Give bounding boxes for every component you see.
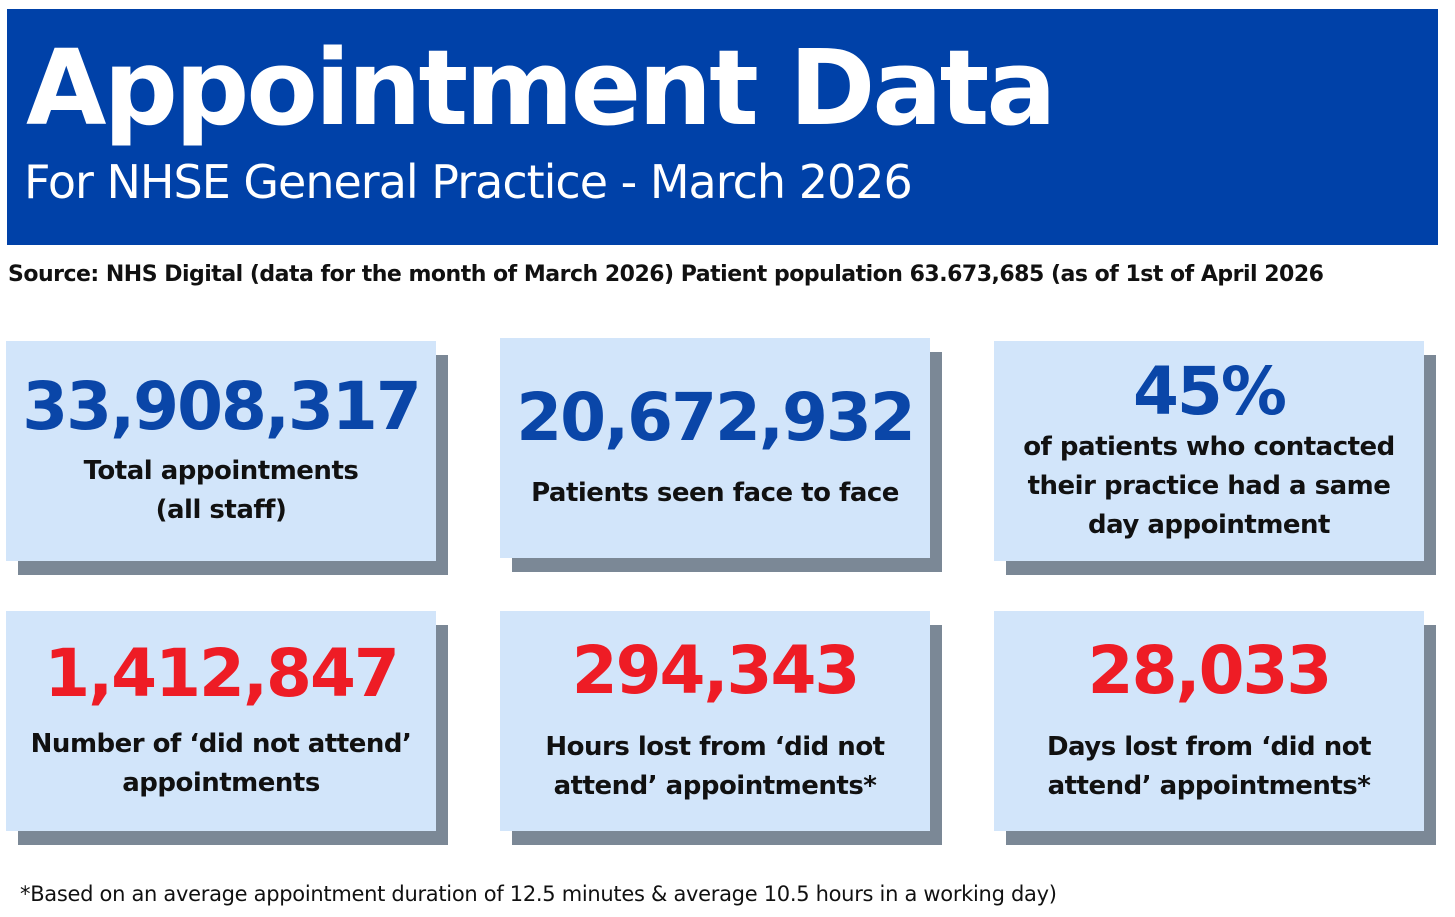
stat-value: 45%	[1133, 352, 1287, 430]
stat-label-line: appointments	[122, 767, 320, 798]
page-subtitle: For NHSE General Practice - March 2026	[24, 155, 913, 209]
stat-label: Number of ‘did not attend’ appointments	[31, 725, 412, 803]
stat-label-line: their practice had a same	[1027, 471, 1391, 502]
header-banner: Appointment Data For NHSE General Practi…	[7, 9, 1438, 245]
stat-label-line: day appointment	[1087, 510, 1331, 541]
stat-value: 33,908,317	[22, 368, 422, 446]
stat-label-line: Hours lost from ‘did not	[545, 731, 885, 762]
card-panel: 20,672,932 Patients seen face to face	[500, 338, 930, 558]
stat-label: Days lost from ‘did not attend’ appointm…	[1046, 728, 1372, 806]
page-title: Appointment Data	[26, 27, 1056, 149]
stat-label-line: Number of ‘did not attend’	[30, 728, 412, 759]
stat-card-face-to-face: 20,672,932 Patients seen face to face	[500, 338, 942, 572]
stat-label: Patients seen face to face	[531, 474, 899, 513]
stat-label-line: Patients seen face to face	[531, 478, 899, 509]
stat-value: 28,033	[1087, 632, 1333, 710]
card-panel: 294,343 Hours lost from ‘did not attend’…	[500, 611, 930, 831]
footnote: *Based on an average appointment duratio…	[20, 882, 1057, 906]
stat-card-same-day: 45% of patients who contacted their prac…	[994, 341, 1436, 575]
stat-card-dna-count: 1,412,847 Number of ‘did not attend’ app…	[6, 611, 448, 845]
stat-label-line: of patients who contacted	[1023, 432, 1395, 463]
stat-label-line: attend’ appointments*	[1047, 770, 1371, 801]
card-panel: 1,412,847 Number of ‘did not attend’ app…	[6, 611, 436, 831]
stat-value: 20,672,932	[516, 378, 916, 456]
stat-label: Hours lost from ‘did not attend’ appoint…	[545, 728, 885, 806]
stat-label-line: (all staff)	[155, 494, 287, 525]
card-panel: 45% of patients who contacted their prac…	[994, 341, 1424, 561]
stat-label-line: attend’ appointments*	[553, 770, 877, 801]
stat-label-line: Total appointments	[83, 455, 359, 486]
card-panel: 33,908,317 Total appointments (all staff…	[6, 341, 436, 561]
stat-label: Total appointments (all staff)	[84, 452, 359, 530]
stat-value: 294,343	[571, 632, 861, 710]
stat-card-hours-lost: 294,343 Hours lost from ‘did not attend’…	[500, 611, 942, 845]
stat-card-days-lost: 28,033 Days lost from ‘did not attend’ a…	[994, 611, 1436, 845]
stat-card-total-appointments: 33,908,317 Total appointments (all staff…	[6, 341, 448, 575]
source-note: Source: NHS Digital (data for the month …	[8, 262, 1324, 287]
stat-value: 1,412,847	[44, 635, 400, 713]
stat-label-line: Days lost from ‘did not	[1046, 731, 1372, 762]
stat-label: of patients who contacted their practice…	[1023, 428, 1395, 545]
card-panel: 28,033 Days lost from ‘did not attend’ a…	[994, 611, 1424, 831]
